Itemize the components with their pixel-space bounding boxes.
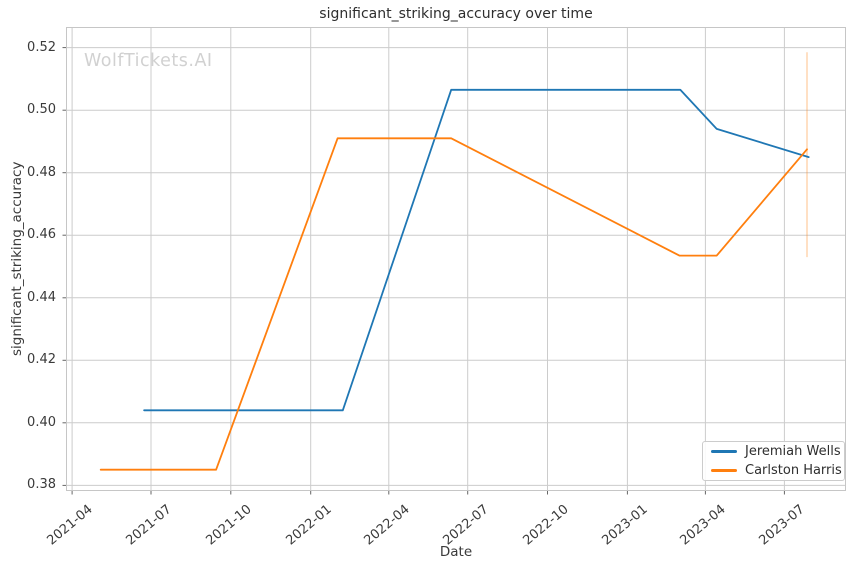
y-tick-label: 0.44 bbox=[27, 289, 56, 305]
legend-entry-carlston-harris: Carlston Harris bbox=[703, 462, 844, 480]
y-tick-label: 0.48 bbox=[27, 164, 56, 180]
y-tick-label: 0.42 bbox=[27, 352, 56, 368]
legend-label: Jeremiah Wells bbox=[745, 444, 841, 459]
y-tick-label: 0.50 bbox=[27, 102, 56, 118]
plot-border bbox=[66, 27, 846, 491]
series-line-jeremiah-wells bbox=[143, 88, 810, 412]
y-tick-label: 0.46 bbox=[27, 227, 56, 243]
legend-entry-jeremiah-wells: Jeremiah Wells bbox=[703, 443, 844, 461]
y-tick-label: 0.40 bbox=[27, 414, 56, 430]
chart-title: significant_striking_accuracy over time bbox=[319, 6, 593, 22]
y-tick-label: 0.52 bbox=[27, 39, 56, 55]
legend-line-swatch bbox=[711, 450, 737, 453]
x-axis-label: Date bbox=[439, 544, 473, 560]
legend-label: Carlston Harris bbox=[745, 463, 842, 478]
watermark: WolfTickets.AI bbox=[84, 51, 213, 71]
y-tick-label: 0.38 bbox=[27, 477, 56, 493]
legend-line-swatch bbox=[711, 469, 737, 472]
series-line-carlston-harris bbox=[99, 137, 808, 471]
legend: Jeremiah Wells Carlston Harris bbox=[702, 441, 845, 481]
